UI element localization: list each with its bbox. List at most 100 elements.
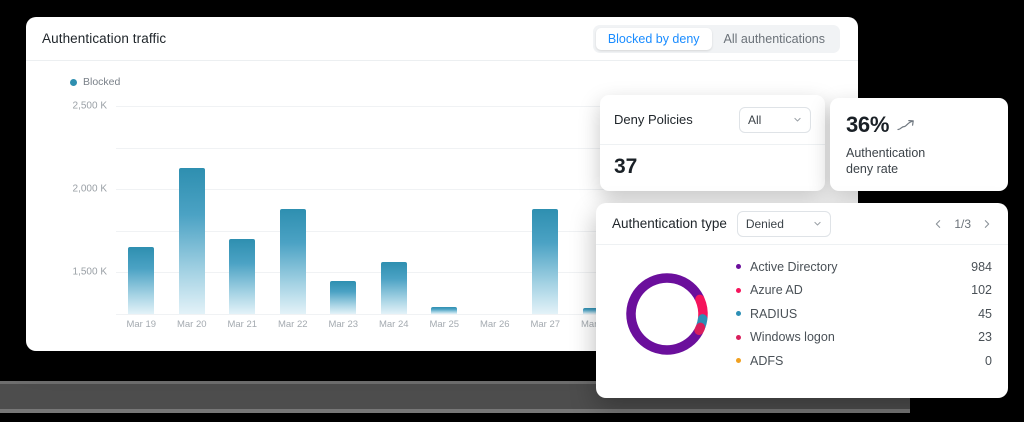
list-item-label: Windows logon bbox=[750, 330, 835, 345]
authentication-type-list: Active Directory 984 Azure AD 102 RADIUS 45 Wi… bbox=[722, 255, 992, 373]
list-item-value: 0 bbox=[985, 353, 992, 368]
list-item-value: 102 bbox=[971, 283, 992, 298]
x-axis-tick-label: Mar 20 bbox=[176, 319, 207, 330]
authentication-type-body: Active Directory 984 Azure AD 102 RADIUS 45 Wi… bbox=[596, 245, 1008, 373]
chart-bar[interactable] bbox=[582, 308, 609, 314]
authentication-type-header: Authentication type Denied 1/3 bbox=[596, 203, 1008, 245]
deny-rate-percent: 36% bbox=[846, 112, 890, 137]
deny-policies-header: Deny Policies All bbox=[600, 95, 825, 145]
deny-policies-title: Deny Policies bbox=[614, 112, 693, 127]
list-item[interactable]: Azure AD 102 bbox=[736, 279, 992, 303]
chart-x-axis: Mar 19 Mar 20 Mar 21 Mar 22 Mar 23 Mar 24 Mar … bbox=[116, 319, 621, 330]
bullet-icon bbox=[736, 264, 741, 270]
bullet-icon bbox=[736, 287, 741, 293]
y-axis-tick-label: 2,000 K bbox=[72, 183, 107, 195]
chart-bar[interactable] bbox=[178, 167, 205, 314]
legend-dot-icon bbox=[70, 78, 77, 86]
deny-policies-card: Deny Policies All 37 bbox=[600, 95, 825, 191]
list-item-label: Active Directory bbox=[750, 259, 838, 274]
chart-body: Blocked 2,500 K 2,000 K 1,500 K 1,000 K 500 … bbox=[26, 61, 858, 351]
chart-bar[interactable] bbox=[330, 280, 357, 314]
x-axis-tick-label: Mar 27 bbox=[530, 319, 561, 330]
deny-rate-label-line1: Authentication bbox=[846, 146, 926, 160]
list-item[interactable]: Windows logon 23 bbox=[736, 326, 992, 350]
deny-policies-filter-select[interactable]: All bbox=[739, 106, 811, 133]
authentication-type-title: Authentication type bbox=[612, 216, 727, 231]
gridline: 2,500 K bbox=[73, 101, 621, 112]
deny-policies-count: 37 bbox=[614, 155, 638, 178]
x-axis-tick-label: Mar 23 bbox=[328, 319, 359, 330]
deny-rate-value-row: 36% bbox=[846, 112, 992, 138]
bar-slot bbox=[268, 106, 319, 314]
list-item-label: RADIUS bbox=[750, 306, 798, 321]
chart-bar[interactable] bbox=[380, 262, 407, 314]
pagination: 1/3 bbox=[933, 217, 992, 231]
authentication-type-filter-value: Denied bbox=[745, 216, 784, 231]
x-axis-tick-label: Mar 25 bbox=[429, 319, 460, 330]
tab-all-authentications[interactable]: All authentications bbox=[723, 31, 825, 46]
deny-policies-filter-value: All bbox=[748, 112, 762, 127]
deny-rate-label-line2: deny rate bbox=[846, 162, 899, 176]
authentication-type-card: Authentication type Denied 1/3 bbox=[596, 203, 1008, 398]
chevron-left-icon[interactable] bbox=[933, 219, 943, 229]
donut-segment[interactable] bbox=[626, 273, 705, 355]
page-title: Authentication traffic bbox=[42, 31, 167, 46]
bullet-icon bbox=[736, 358, 741, 364]
chart-card-header: Authentication traffic Blocked by deny A… bbox=[26, 17, 858, 61]
authentication-type-filter-select[interactable]: Denied bbox=[736, 210, 831, 237]
chevron-right-icon[interactable] bbox=[982, 219, 992, 229]
chart-bar[interactable] bbox=[532, 209, 559, 314]
bar-slot bbox=[116, 106, 167, 314]
traffic-filter-toggle: Blocked by deny All authentications bbox=[592, 24, 840, 53]
legend-label: Blocked bbox=[83, 76, 121, 88]
list-item-label: ADFS bbox=[750, 353, 784, 368]
chart-bar[interactable] bbox=[279, 209, 306, 314]
y-axis-tick-label: 1,500 K bbox=[72, 266, 107, 278]
y-axis-tick-label: 1,000 K bbox=[73, 350, 107, 351]
device-base-edge bbox=[0, 409, 910, 413]
donut-segment[interactable] bbox=[694, 322, 706, 335]
gridline: 1,000 K bbox=[73, 230, 621, 351]
y-axis-tick-label: 2,500 K bbox=[72, 100, 107, 112]
chart-bar[interactable] bbox=[229, 239, 256, 314]
donut-chart bbox=[626, 273, 708, 355]
list-item[interactable]: ADFS 0 bbox=[736, 349, 992, 373]
trend-up-icon bbox=[897, 119, 914, 130]
x-axis-tick-label: Mar 19 bbox=[126, 319, 157, 330]
bar-slot bbox=[167, 106, 218, 314]
x-axis-tick-label: Mar 26 bbox=[479, 319, 510, 330]
authentication-deny-rate-card: 36% Authentication deny rate bbox=[830, 98, 1008, 191]
page-indicator: 1/3 bbox=[954, 216, 971, 231]
gridline: 500 K bbox=[116, 272, 621, 274]
list-item[interactable]: Active Directory 984 bbox=[736, 255, 992, 279]
x-axis-tick-label: Mar 28 bbox=[580, 319, 611, 330]
x-axis-tick-label: Mar 21 bbox=[227, 319, 258, 330]
x-axis-tick-label: Mar 22 bbox=[277, 319, 308, 330]
bar-chart-plot: 2,500 K 2,000 K 1,500 K 1,000 K 500 K 0 bbox=[73, 101, 622, 351]
gridline: 2,000 K bbox=[73, 147, 621, 195]
gridline: 1,500 K bbox=[73, 189, 621, 278]
device-base-highlight bbox=[0, 381, 910, 385]
bar-slot bbox=[571, 106, 622, 314]
bar-slot bbox=[217, 106, 268, 314]
bar-slot bbox=[318, 106, 369, 314]
list-item-value: 984 bbox=[971, 259, 992, 274]
gridline: 0 bbox=[116, 314, 621, 315]
bar-slot bbox=[520, 106, 571, 314]
donut-chart-wrap bbox=[612, 266, 722, 362]
list-item[interactable]: RADIUS 45 bbox=[736, 302, 992, 326]
bullet-icon bbox=[736, 311, 741, 317]
chevron-down-icon bbox=[794, 117, 801, 122]
chart-bar[interactable] bbox=[431, 307, 458, 314]
bar-slot bbox=[470, 106, 521, 314]
bar-slot bbox=[419, 106, 470, 314]
bar-slot bbox=[369, 106, 420, 314]
list-item-value: 23 bbox=[978, 330, 992, 345]
x-axis-tick-label: Mar 24 bbox=[378, 319, 409, 330]
chart-legend: Blocked bbox=[70, 76, 120, 88]
chevron-down-icon bbox=[814, 221, 821, 226]
tab-blocked-by-deny[interactable]: Blocked by deny bbox=[595, 27, 712, 50]
bullet-icon bbox=[736, 334, 741, 340]
chart-bar[interactable] bbox=[128, 247, 155, 314]
